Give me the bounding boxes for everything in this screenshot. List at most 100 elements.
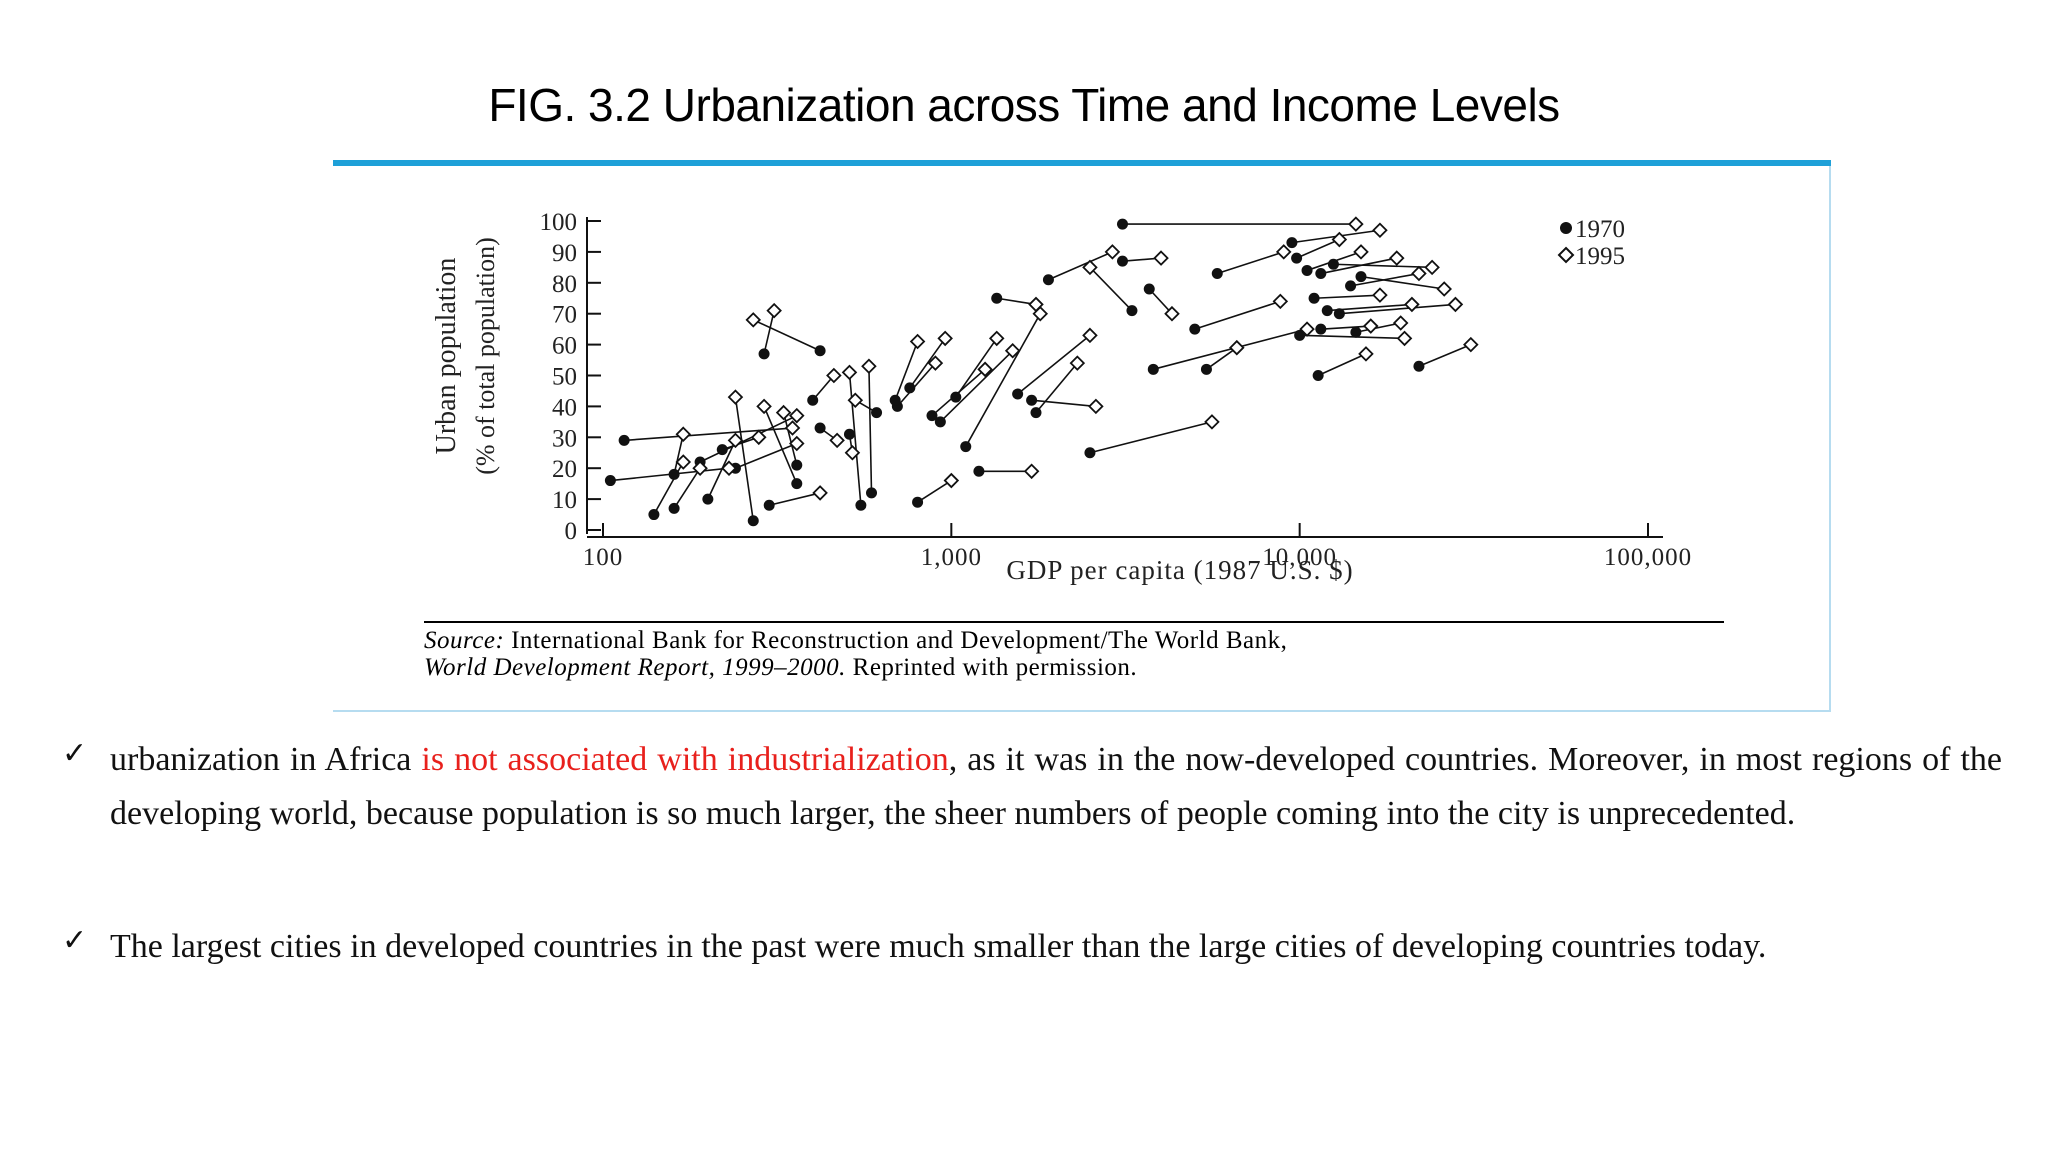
y-tick-label: 70 — [552, 302, 577, 329]
trajectory-line — [894, 341, 919, 401]
point-1970 — [1126, 305, 1138, 317]
trajectory-line — [1148, 288, 1173, 315]
point-1995 — [784, 420, 801, 436]
trajectory-line — [848, 372, 862, 506]
point-1995 — [789, 435, 805, 452]
point-1970 — [1042, 274, 1054, 286]
point-1970 — [668, 468, 680, 480]
trajectory-line — [1205, 347, 1238, 370]
point-1995 — [1082, 259, 1098, 276]
point-1995 — [1069, 355, 1086, 371]
x-tick-label: 10,000 — [1262, 544, 1337, 571]
trajectory-line — [673, 467, 701, 509]
point-1995 — [1447, 296, 1464, 313]
source-text: International Bank for Reconstruction an… — [504, 627, 1288, 654]
point-1995 — [1299, 321, 1315, 337]
trajectory-line — [1360, 275, 1445, 290]
point-1995 — [727, 432, 744, 449]
point-1970 — [1355, 271, 1367, 283]
point-1970 — [747, 515, 759, 527]
point-1995 — [847, 392, 864, 408]
trajectory-line — [1333, 263, 1433, 269]
trajectory-line — [707, 440, 737, 500]
point-1970 — [960, 441, 972, 453]
point-1970 — [814, 345, 826, 357]
trajectory-line — [673, 434, 685, 475]
bullet-highlight: is not associated with industrialization — [421, 741, 949, 778]
point-1995 — [727, 389, 744, 405]
chart-axes — [586, 217, 1663, 538]
point-1995 — [1004, 343, 1021, 359]
bullet-item: ✓ urbanization in Africa is not associat… — [62, 733, 2002, 841]
point-1995 — [937, 330, 953, 347]
series-1995-markers — [675, 216, 1479, 501]
point-1995 — [766, 302, 782, 319]
trajectory-line — [939, 350, 1014, 423]
point-1970 — [1291, 252, 1303, 264]
point-1995 — [1082, 327, 1098, 344]
trajectory-line — [1048, 251, 1113, 281]
trajectory-line — [734, 397, 755, 521]
point-1995 — [1153, 250, 1169, 266]
trajectory-line — [1089, 421, 1213, 454]
point-1970 — [934, 416, 946, 428]
point-1995 — [745, 312, 762, 328]
trajectory-line — [1031, 399, 1096, 408]
point-1970 — [791, 478, 803, 490]
point-1970 — [1308, 292, 1320, 304]
checkmark-icon: ✓ — [62, 923, 88, 958]
point-1995 — [1353, 244, 1369, 260]
point-1970 — [618, 434, 630, 446]
source-line-1: Source: International Bank for Reconstru… — [424, 627, 1287, 655]
point-1995 — [1088, 398, 1104, 415]
trajectory-line — [1153, 328, 1308, 371]
series-1970-markers — [604, 218, 1425, 527]
point-1995 — [1372, 287, 1388, 303]
chart-legend: 1970 1995 — [1557, 216, 1625, 270]
point-1970 — [648, 509, 660, 521]
source-line-2: World Development Report, 1999–2000. Rep… — [424, 654, 1137, 682]
trajectory-line — [1299, 334, 1405, 340]
y-tick-label: 50 — [552, 364, 577, 391]
point-1970 — [814, 422, 826, 434]
trajectory-line — [1418, 343, 1472, 367]
point-1995 — [1204, 414, 1220, 430]
point-1970 — [702, 493, 714, 505]
y-axis-label-line1: Urban population — [431, 258, 462, 455]
point-1995 — [1463, 336, 1479, 353]
point-1995 — [756, 398, 772, 415]
point-1970 — [763, 499, 775, 511]
point-1970 — [991, 292, 1003, 304]
trajectory-line — [769, 492, 821, 507]
y-axis-label: Urban population (% of total population) — [431, 237, 500, 475]
point-1995 — [1275, 244, 1292, 260]
y-tick-label: 10 — [552, 487, 577, 514]
y-tick-label: 80 — [552, 271, 577, 298]
checkmark-icon: ✓ — [62, 736, 88, 771]
y-tick-label: 40 — [552, 394, 577, 421]
trajectory-line — [763, 406, 798, 484]
country-trajectory-lines — [610, 223, 1472, 521]
point-1995 — [943, 472, 960, 489]
point-1970 — [1143, 283, 1155, 295]
point-1970 — [1327, 258, 1339, 270]
figure-frame — [333, 160, 1831, 712]
point-1970 — [1333, 308, 1345, 320]
x-tick-label: 100 — [583, 544, 624, 571]
point-1970 — [889, 394, 901, 406]
point-1970 — [1084, 447, 1096, 459]
source-permission: Reprinted with permission. — [845, 654, 1138, 681]
point-1970 — [904, 382, 916, 394]
point-1995 — [789, 407, 805, 424]
point-1995 — [927, 355, 944, 371]
point-1995 — [1358, 346, 1374, 362]
bullet-text: The largest cities in developed countrie… — [110, 928, 1767, 965]
point-1970 — [1026, 394, 1038, 406]
trajectory-line — [763, 310, 775, 355]
point-1970 — [1312, 370, 1324, 381]
legend-1995-label: 1995 — [1575, 243, 1625, 270]
point-1995 — [675, 426, 692, 442]
source-label: Source: — [424, 627, 505, 654]
trajectory-line — [653, 461, 684, 515]
